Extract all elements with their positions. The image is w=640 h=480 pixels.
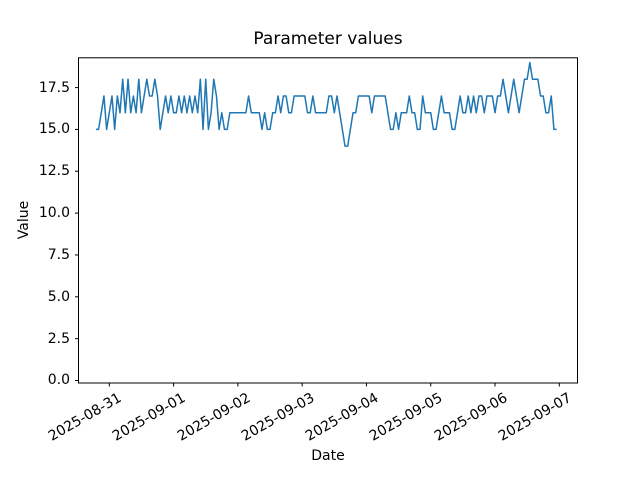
y-tick-label: 2.5: [47, 330, 70, 347]
data-line-parameter: [95, 61, 557, 147]
y-tick-label: 15.0: [38, 121, 70, 138]
y-tick-label: 10.0: [38, 205, 70, 222]
y-tick-label: 5.0: [47, 288, 70, 305]
y-axis-label: Value: [16, 200, 32, 240]
chart-title: Parameter values: [253, 29, 403, 49]
axes-frame: [78, 57, 578, 384]
y-tick-label: 7.5: [47, 246, 70, 263]
y-tick-label: 17.5: [38, 79, 70, 96]
x-axis-label: Date: [311, 448, 345, 464]
y-tick-label: 12.5: [38, 163, 70, 180]
y-tick-label: 0.0: [47, 372, 70, 389]
